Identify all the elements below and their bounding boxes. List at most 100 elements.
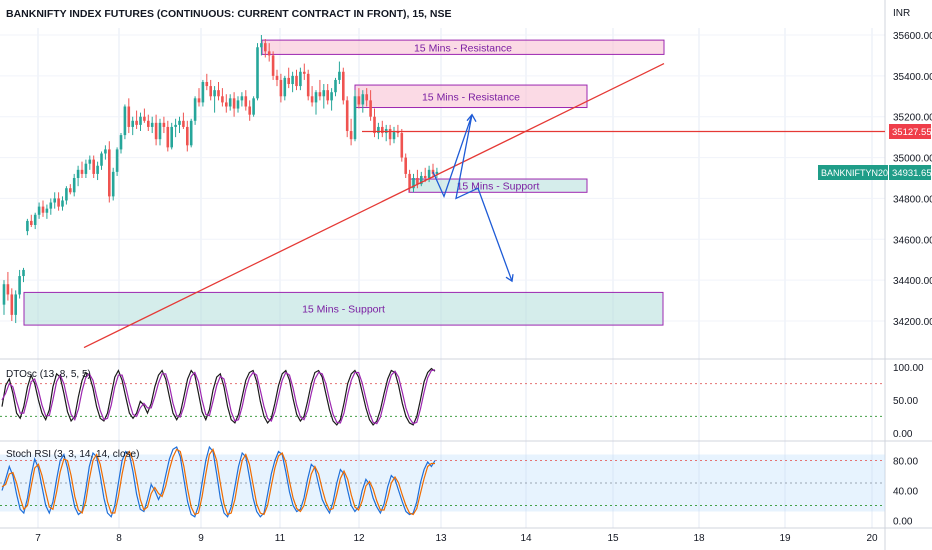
candle-up bbox=[131, 120, 134, 127]
candle-down bbox=[143, 116, 146, 121]
candle-down bbox=[182, 120, 185, 127]
candle-up bbox=[170, 126, 173, 148]
candle-down bbox=[30, 220, 33, 225]
candle-down bbox=[310, 96, 314, 103]
x-tick-label: 20 bbox=[866, 533, 878, 544]
candle-down bbox=[326, 90, 329, 101]
candle-up bbox=[283, 77, 287, 97]
candle-up bbox=[201, 81, 205, 103]
x-tick-label: 15 bbox=[607, 533, 619, 544]
candle-down bbox=[186, 126, 189, 146]
x-tick-label: 9 bbox=[198, 533, 204, 544]
candle-down bbox=[416, 178, 419, 185]
oscillator-series bbox=[1, 369, 436, 425]
candle-down bbox=[127, 106, 131, 127]
last-price-tag-bg bbox=[889, 165, 931, 180]
candle-down bbox=[135, 120, 138, 125]
candle-up bbox=[291, 75, 294, 85]
y-tick-label: 35400.00 bbox=[893, 72, 932, 83]
y-tick-label: 34200.00 bbox=[893, 317, 932, 328]
candle-up bbox=[111, 171, 115, 197]
candle-up bbox=[330, 92, 333, 101]
symbol-tag-bg bbox=[818, 165, 888, 180]
symbol-tag-text: BANKNIFTYN2022 bbox=[821, 168, 898, 178]
trendline bbox=[83, 63, 665, 349]
x-tick-label: 14 bbox=[520, 533, 532, 544]
candle-down bbox=[166, 126, 170, 148]
stoch-rsi-title: Stoch RSI (3, 3, 14, 14, close) bbox=[6, 449, 139, 460]
oscillator-series bbox=[1, 367, 436, 426]
candle-up bbox=[334, 79, 337, 93]
osc-y-tick-label: 100.00 bbox=[893, 363, 924, 374]
candle-up bbox=[178, 120, 181, 125]
candle-down bbox=[154, 122, 158, 140]
candle-up bbox=[26, 220, 29, 232]
candle-down bbox=[108, 149, 111, 197]
candle-up bbox=[256, 47, 259, 99]
candle-up bbox=[37, 206, 41, 215]
y-tick-label: 35600.00 bbox=[893, 31, 932, 42]
candle-down bbox=[10, 294, 14, 315]
projection-arrowhead bbox=[505, 274, 514, 283]
candle-down bbox=[69, 188, 72, 193]
candle-up bbox=[33, 214, 37, 225]
candle-down bbox=[295, 75, 298, 87]
osc-y-tick-label: 0.00 bbox=[893, 517, 913, 528]
candle-up bbox=[65, 188, 68, 201]
candle-down bbox=[41, 206, 45, 213]
osc-y-tick-label: 50.00 bbox=[893, 396, 918, 407]
candle-down bbox=[80, 169, 84, 174]
candle-up bbox=[61, 200, 64, 207]
zones-layer: 15 Mins - Resistance 15 Mins - Resistance… bbox=[23, 39, 665, 326]
candle-down bbox=[365, 94, 368, 101]
x-tick-label: 11 bbox=[275, 533, 286, 544]
candle-up bbox=[2, 284, 6, 305]
candle-down bbox=[303, 71, 306, 74]
candle-down bbox=[287, 77, 290, 85]
candle-up bbox=[435, 171, 439, 174]
x-tick-label: 12 bbox=[353, 533, 365, 544]
candle-up bbox=[158, 122, 162, 140]
y-tick-label: 34800.00 bbox=[893, 194, 932, 205]
candle-up bbox=[299, 71, 302, 87]
candle-up bbox=[49, 202, 53, 209]
candle-down bbox=[279, 79, 283, 97]
candle-up bbox=[174, 124, 177, 127]
oscillator-panes bbox=[0, 367, 885, 518]
candle-down bbox=[232, 98, 236, 109]
candle-up bbox=[96, 165, 99, 174]
oscillator-series bbox=[1, 447, 435, 516]
candle-up bbox=[100, 153, 103, 166]
candle-up bbox=[213, 90, 216, 97]
osc-y-tick-label: 40.00 bbox=[893, 487, 918, 498]
candle-up bbox=[314, 92, 318, 103]
candle-down bbox=[408, 173, 411, 189]
candle-up bbox=[119, 135, 123, 150]
candle-up bbox=[123, 106, 127, 136]
resistance-price-tag: 35127.55 bbox=[889, 124, 932, 139]
candle-up bbox=[45, 208, 49, 213]
resistance-price-text: 35127.55 bbox=[892, 127, 932, 138]
zone-label: 15 Mins - Support bbox=[302, 304, 385, 316]
candle-up bbox=[193, 98, 197, 121]
candle-up bbox=[115, 149, 119, 172]
candle-up bbox=[76, 169, 80, 178]
dtosc-title: DTOsc (13, 8, 5, 5) bbox=[6, 369, 91, 380]
oscillator-series bbox=[1, 445, 436, 518]
candle-up bbox=[377, 126, 380, 134]
candle-down bbox=[342, 71, 345, 101]
candle-up bbox=[84, 163, 88, 174]
candle-up bbox=[420, 175, 423, 185]
candle-down bbox=[357, 96, 361, 105]
candle-down bbox=[400, 133, 404, 158]
candle-down bbox=[264, 43, 267, 52]
candle-down bbox=[345, 100, 349, 132]
projection-path bbox=[432, 114, 513, 282]
candle-down bbox=[271, 55, 275, 76]
candle-down bbox=[209, 86, 212, 97]
candle-down bbox=[244, 96, 248, 107]
candle-down bbox=[225, 102, 228, 107]
candle-down bbox=[349, 131, 353, 140]
zone-support bbox=[23, 291, 664, 326]
